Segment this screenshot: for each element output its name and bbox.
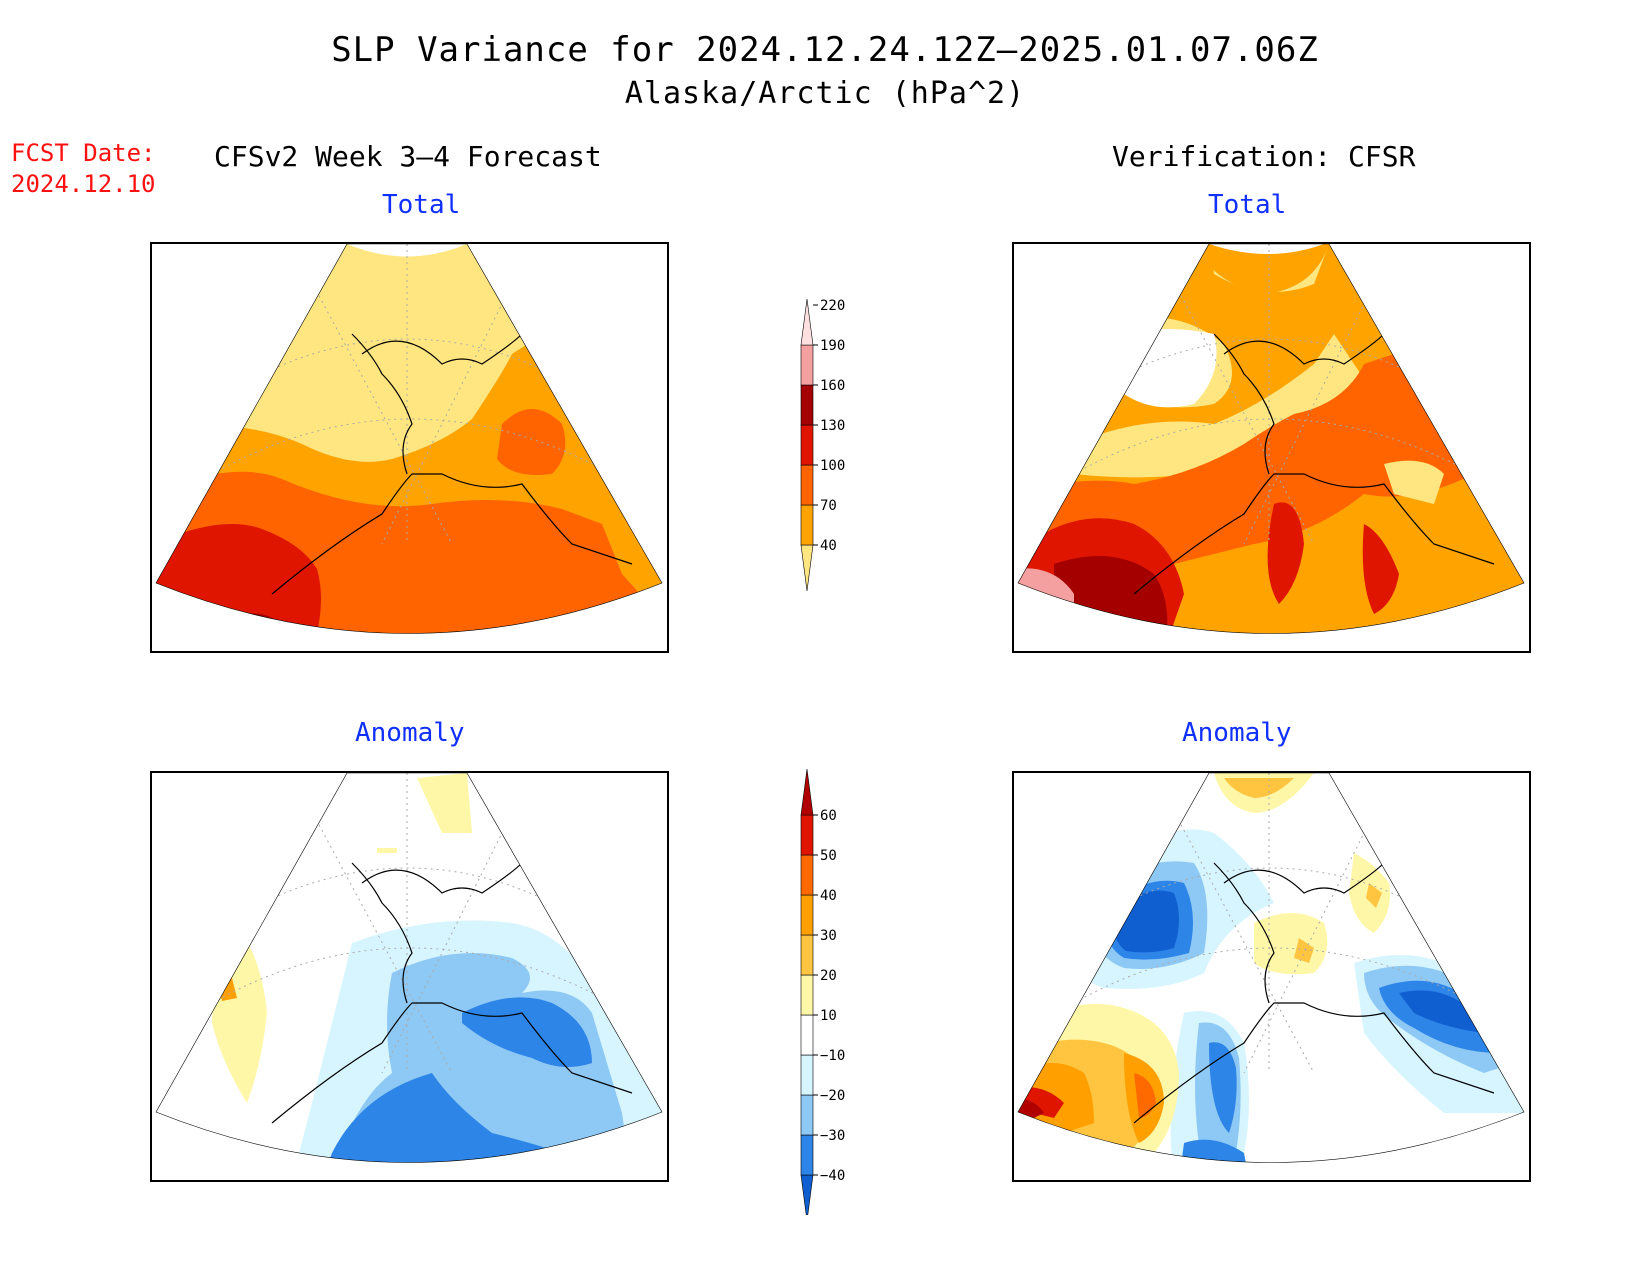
total-colorbar-swatch-5 — [800, 344, 814, 386]
total-colorbar-tick-label-4: 160 — [820, 378, 845, 394]
anomaly-colorbar-swatch-7 — [800, 894, 814, 936]
total-colorbar-tick-label-1: 70 — [820, 498, 837, 514]
fcst-date-label: FCST Date: — [11, 139, 156, 167]
anomaly-colorbar-tick-label-1: −30 — [820, 1128, 845, 1144]
forecast-column-header: CFSv2 Week 3–4 Forecast — [214, 140, 602, 173]
fcst-date-value: 2024.12.10 — [11, 170, 156, 198]
anomaly-colorbar-swatch-9 — [800, 814, 814, 856]
anomaly-colorbar-tick-label-8: 50 — [820, 848, 837, 864]
total-colorbar-swatch-4 — [800, 384, 814, 426]
anomaly-colorbar-swatch-4 — [800, 1014, 814, 1056]
anomaly-colorbar-swatch-6 — [800, 934, 814, 976]
forecast-total-map — [150, 242, 669, 653]
anomaly-colorbar-swatch-5 — [800, 974, 814, 1016]
verification-column-header: Verification: CFSR — [1112, 140, 1416, 173]
total-colorbar: 40 70 100 130 160 190 220 — [800, 298, 845, 592]
total-colorbar-tick-label-0: 40 — [820, 538, 837, 554]
anomaly-colorbar-swatch-1 — [800, 1134, 814, 1176]
anomaly-colorbar-tick-label-6: 30 — [820, 928, 837, 944]
total-colorbar-swatch-2 — [800, 464, 814, 506]
total-colorbar-swatch-6 — [800, 298, 814, 346]
total-colorbar-tick-label-5: 190 — [820, 338, 845, 354]
total-colorbar-swatch-0 — [800, 544, 814, 592]
anomaly-colorbar-tick-label-4: 10 — [820, 1008, 837, 1024]
chart-subtitle: Alaska/Arctic (hPa^2) — [624, 76, 1026, 111]
total-colorbar-swatch-1 — [800, 504, 814, 546]
anomaly-colorbar-tick-label-2: −20 — [820, 1088, 845, 1104]
forecast-anomaly-map — [150, 771, 669, 1182]
total-colorbar-tick-label-3: 130 — [820, 418, 845, 434]
anomaly-colorbar-swatch-0 — [800, 1174, 814, 1215]
anomaly-colorbar-tick-label-3: −10 — [820, 1048, 845, 1064]
verification-anomaly-title: Anomaly — [1182, 718, 1292, 748]
anomaly-colorbar-swatch-2 — [800, 1094, 814, 1136]
verification-anomaly-map — [1012, 771, 1531, 1182]
fcst-date: FCST Date: 2024.12.10 — [11, 138, 156, 200]
anomaly-colorbar-swatch-10 — [800, 768, 814, 816]
total-colorbar-tick-label-2: 100 — [820, 458, 845, 474]
anomaly-colorbar-tick-label-5: 20 — [820, 968, 837, 984]
forecast-anomaly-title: Anomaly — [355, 718, 465, 748]
anomaly-colorbar-swatch-3 — [800, 1054, 814, 1096]
anomaly-colorbar-tick-label-7: 40 — [820, 888, 837, 904]
verification-total-title: Total — [1208, 190, 1287, 220]
total-colorbar-swatch-3 — [800, 424, 814, 466]
total-colorbar-tick-label-6: 220 — [820, 298, 845, 314]
chart-title: SLP Variance for 2024.12.24.12Z–2025.01.… — [331, 30, 1319, 70]
verification-total-map — [1012, 242, 1531, 653]
anomaly-colorbar: −40 −30 −20 −10 10 20 30 40 50 60 — [800, 768, 845, 1215]
forecast-total-title: Total — [382, 190, 461, 220]
anomaly-colorbar-tick-label-0: −40 — [820, 1168, 845, 1184]
anomaly-colorbar-swatch-8 — [800, 854, 814, 896]
anomaly-colorbar-tick-label-9: 60 — [820, 808, 837, 824]
